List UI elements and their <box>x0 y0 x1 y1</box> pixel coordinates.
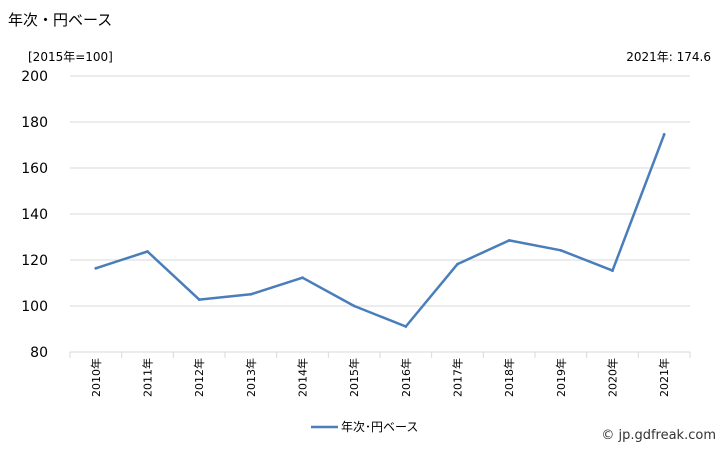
source-credit[interactable]: © jp.gdfreak.com <box>601 428 716 443</box>
data-point <box>611 269 614 272</box>
y-tick-label: 180 <box>21 115 48 131</box>
x-tick-label: 2013年 <box>244 358 258 397</box>
data-point <box>301 276 304 280</box>
data-point <box>197 298 201 301</box>
x-tick-label: 2016年 <box>399 358 413 397</box>
x-tick-label: 2015年 <box>347 358 361 397</box>
x-tick-label: 2021年 <box>657 358 671 397</box>
y-tick-label: 200 <box>21 69 48 85</box>
x-tick-label: 2019年 <box>554 358 568 397</box>
y-tick-label: 80 <box>30 345 48 361</box>
y-axis-ticks: 80 100 120 140 160 180 200 <box>21 69 48 361</box>
y-tick-label: 160 <box>21 161 48 177</box>
chart-title: 年次・円ベース <box>8 11 113 29</box>
series-layer <box>94 133 666 328</box>
y-tick-label: 100 <box>21 299 48 315</box>
x-tick-label: 2017年 <box>451 358 465 397</box>
data-point <box>146 250 149 253</box>
y-tick-label: 140 <box>21 207 48 223</box>
data-point <box>507 239 511 242</box>
data-point <box>456 262 459 266</box>
x-tick-label: 2012年 <box>192 358 206 397</box>
x-axis-ticks: 2010年 2011年 2012年 2013年 2014年 2015年 2016年 2017年… <box>89 358 671 397</box>
latest-value-note: 2021年: 174.6 <box>626 50 711 64</box>
legend-label: 年次･円ベース <box>341 420 418 434</box>
y-axis-unit: [2015年=100] <box>28 50 113 64</box>
x-tick-label: 2018年 <box>502 358 516 397</box>
grid-lines <box>69 75 691 358</box>
x-tick-label: 2014年 <box>296 358 310 397</box>
y-tick-label: 120 <box>21 253 48 269</box>
data-point <box>249 292 253 296</box>
x-tick-label: 2020年 <box>606 358 620 397</box>
data-point <box>352 304 356 308</box>
data-point <box>662 133 666 136</box>
legend: 年次･円ベース <box>311 420 418 434</box>
data-point <box>404 325 408 328</box>
x-tick-label: 2011年 <box>141 358 155 397</box>
data-point <box>94 266 98 270</box>
series-line <box>94 133 666 328</box>
data-point <box>559 248 563 252</box>
x-tick-label: 2010年 <box>89 358 103 397</box>
